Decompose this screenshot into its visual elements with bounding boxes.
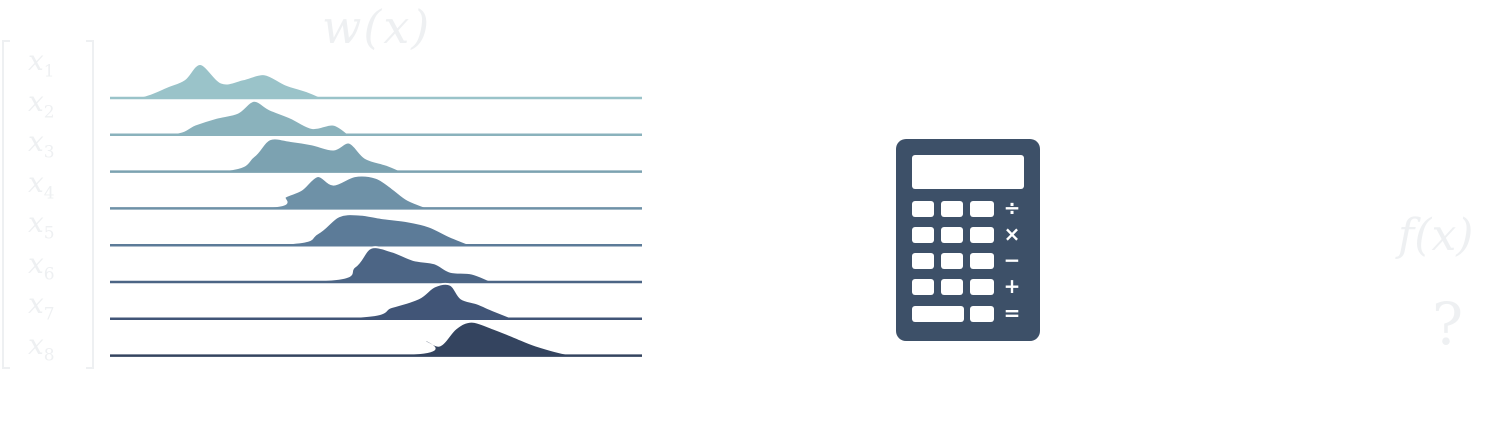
input-variable-7: x7: [28, 287, 55, 325]
ridge-outline-6: [109, 246, 494, 284]
calculator-key: [970, 227, 994, 243]
input-variable-subscript: 3: [43, 142, 55, 163]
calculator-key: [970, 279, 994, 295]
input-variable-5: x5: [28, 206, 55, 244]
weight-function-label: w(x): [322, 0, 432, 54]
input-variable-subscript: 8: [43, 345, 55, 366]
calculator-key: [941, 227, 963, 243]
calculator-operator: +: [1004, 274, 1021, 298]
input-variable-subscript: 5: [43, 223, 55, 244]
calculator-key: [912, 306, 964, 322]
input-variable-subscript: 2: [43, 102, 55, 123]
calculator-icon: ÷×−+ =: [896, 139, 1040, 341]
input-vector-brackets: [2, 40, 94, 369]
ridgeline-chart: [109, 63, 642, 357]
ridge-density-2: [110, 100, 350, 135]
input-variable-6: x6: [28, 246, 55, 285]
calculator-operator: =: [1004, 301, 1021, 325]
input-variable-subscript: 4: [43, 183, 55, 204]
ridge-outline-3: [109, 137, 403, 173]
unknown-output-symbol: ?: [1432, 290, 1464, 358]
ridge-density-8: [110, 321, 600, 356]
ridge-density-1: [110, 63, 323, 98]
input-variable-subscript: 6: [43, 264, 55, 285]
ridge-outline-5: [109, 213, 473, 247]
calculator-key: [941, 201, 963, 217]
ridge-outline-1: [109, 63, 324, 99]
input-variable-8: x8: [28, 327, 55, 366]
calculator-key: [912, 253, 934, 269]
input-variable-2: x2: [28, 84, 55, 123]
ridge-outline-8: [109, 320, 600, 357]
ridge-density-6: [110, 247, 494, 283]
output-function-label: f(x): [1398, 210, 1474, 261]
ridge-density-7: [110, 283, 515, 319]
calculator-key: [912, 227, 934, 243]
calculator-operator: −: [1004, 248, 1021, 272]
calculator-key: [970, 201, 994, 217]
calculator-key: [912, 279, 934, 295]
ridge-density-5: [110, 214, 472, 246]
calculator-key: [941, 253, 963, 269]
calculator-key: [970, 253, 994, 269]
calculator-keys: ÷×−+ =: [912, 196, 1020, 325]
input-variable-subscript: 1: [43, 61, 55, 82]
input-variable-subscript: 7: [43, 304, 55, 325]
ridge-outline-2: [109, 99, 350, 136]
ridge-outline-4: [109, 174, 430, 210]
ridge-density-4: [110, 175, 430, 209]
ridge-outline-7: [109, 282, 515, 320]
calculator-key: [970, 306, 994, 322]
input-variable-4: x4: [28, 165, 55, 204]
calculator-key: [941, 279, 963, 295]
calculator-key: [912, 201, 934, 217]
calculator-operator: ×: [1004, 222, 1021, 246]
calculator-operator: ÷: [1004, 196, 1021, 220]
input-variable-3: x3: [28, 125, 55, 163]
calculator-display: [912, 155, 1024, 189]
input-variable-1: x1: [28, 44, 55, 82]
